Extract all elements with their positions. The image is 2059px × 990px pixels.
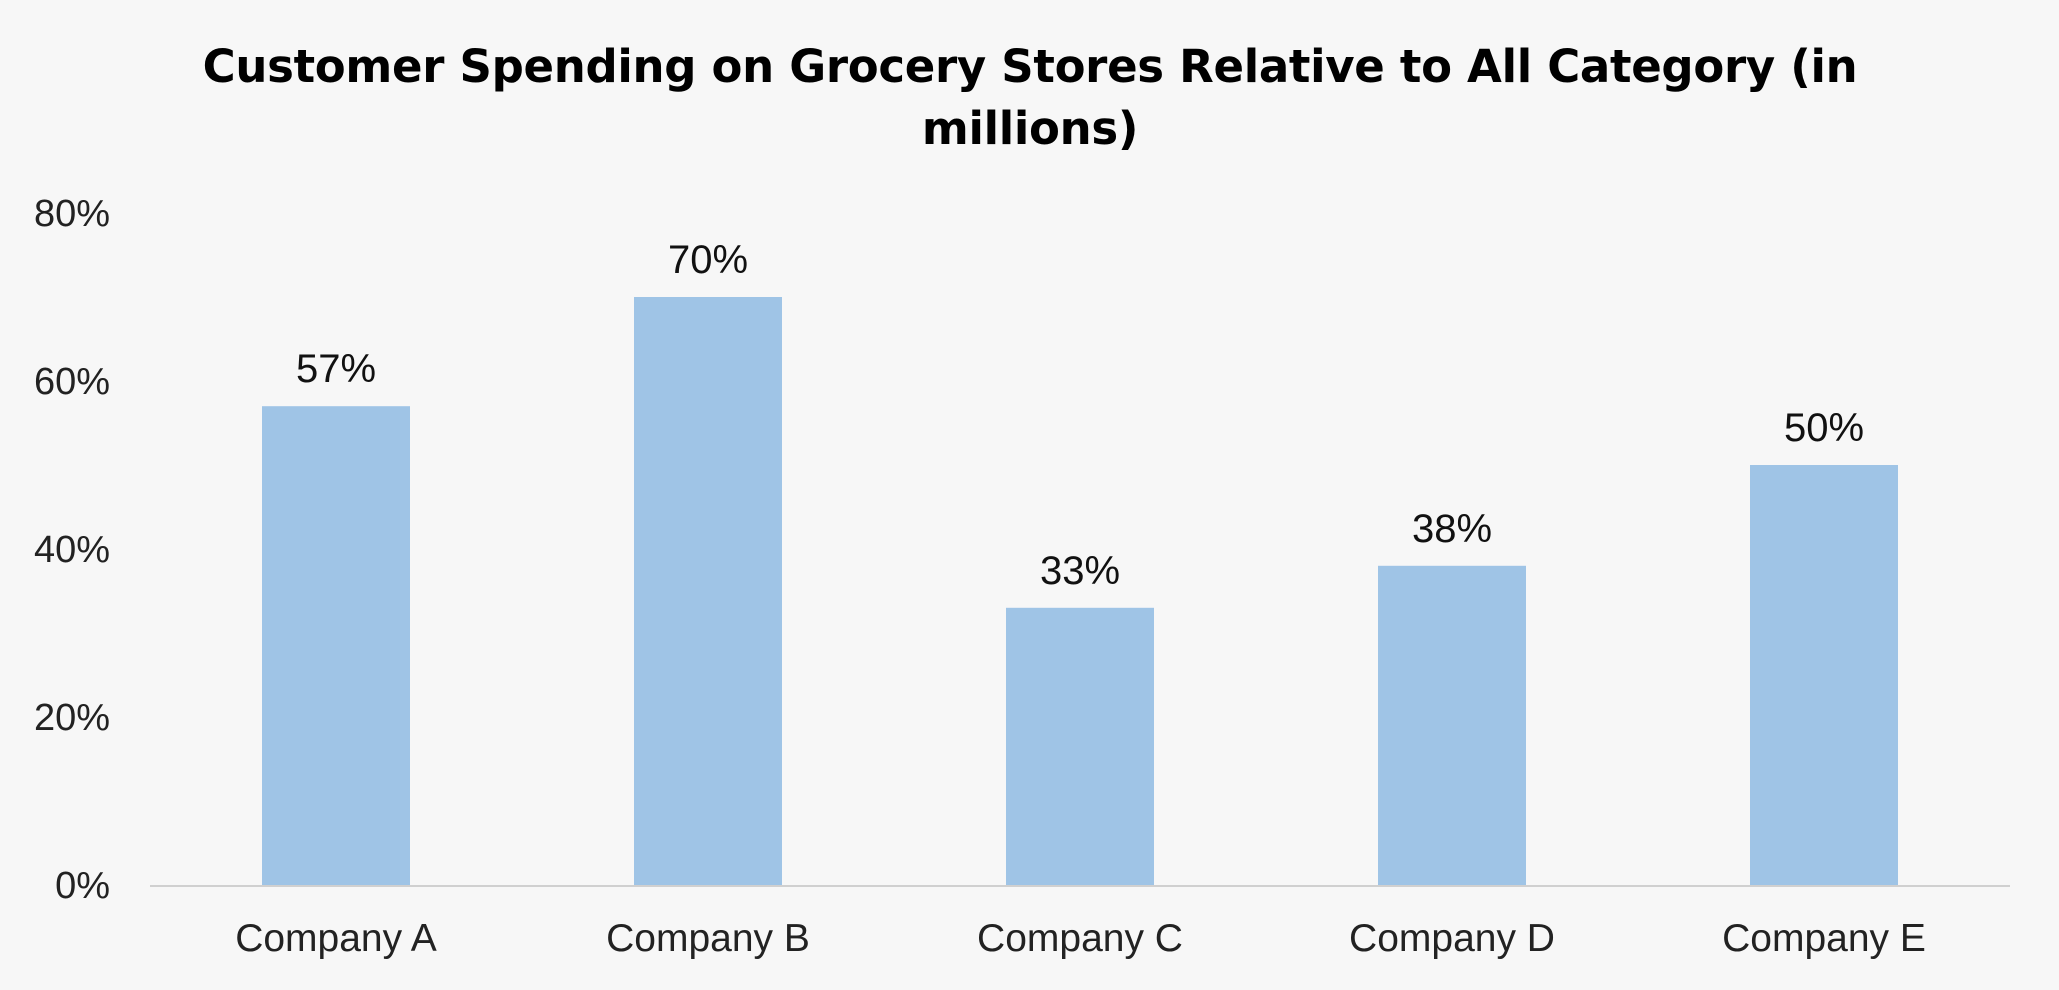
data-label: 57%: [296, 347, 376, 391]
y-axis: 0% 20% 40% 60% 80%: [34, 193, 110, 907]
data-label: 50%: [1784, 406, 1864, 450]
category-label: Company C: [977, 917, 1183, 960]
bar: [1006, 607, 1154, 885]
category-label: Company D: [1349, 917, 1555, 960]
bar: [1750, 465, 1898, 885]
bar: [262, 406, 410, 885]
bar: [1378, 565, 1526, 885]
chart-title: Customer Spending on Grocery Stores Rela…: [202, 40, 1858, 155]
y-tick-label: 60%: [34, 361, 110, 403]
bar: [634, 297, 782, 885]
data-label: 33%: [1040, 549, 1120, 593]
data-labels: 57% 70% 33% 38% 50%: [296, 238, 1864, 593]
x-axis-categories: Company A Company B Company C Company D Comp…: [235, 917, 1926, 960]
category-label: Company E: [1722, 917, 1926, 960]
y-tick-label: 0%: [55, 865, 110, 907]
y-tick-label: 80%: [34, 193, 110, 235]
bars: [262, 297, 1898, 885]
y-tick-label: 20%: [34, 697, 110, 739]
data-label: 38%: [1412, 507, 1492, 551]
data-label: 70%: [668, 238, 748, 282]
y-tick-label: 40%: [34, 529, 110, 571]
category-label: Company B: [606, 917, 810, 960]
category-label: Company A: [235, 917, 437, 960]
